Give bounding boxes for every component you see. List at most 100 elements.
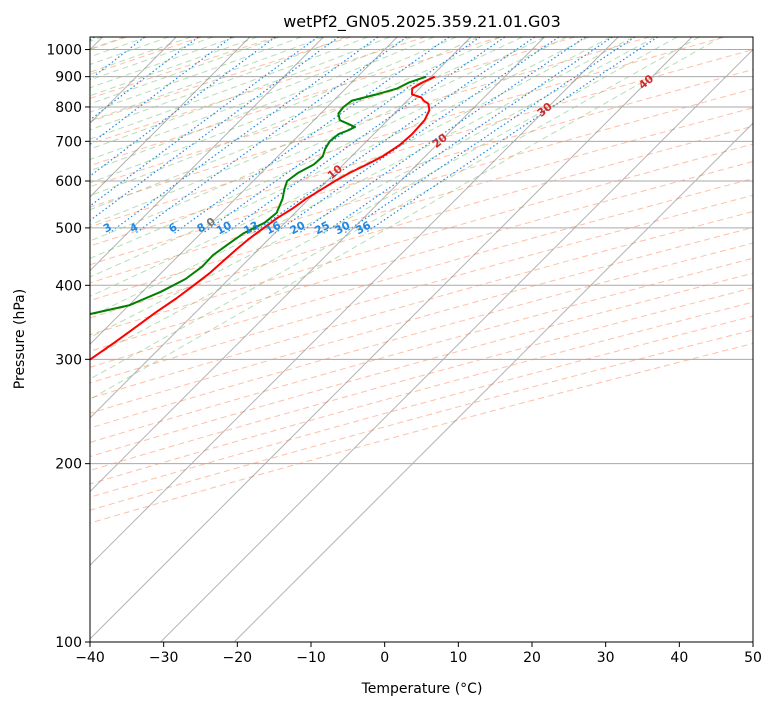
dry-adiabat-line bbox=[90, 272, 753, 458]
moist-adiabat-line bbox=[90, 37, 368, 140]
y-tick-label: 800 bbox=[55, 100, 82, 116]
dry-adiabat-line bbox=[90, 68, 753, 266]
moist-adiabat-line bbox=[90, 37, 280, 105]
moist-adiabat-line bbox=[90, 37, 700, 380]
moist-adiabat-line bbox=[90, 37, 590, 278]
dry-adiabat-line bbox=[90, 37, 650, 208]
mixing-ratio-label: 1 bbox=[7, 220, 20, 235]
dry-adiabat-line bbox=[90, 329, 753, 511]
y-tick-label: 600 bbox=[55, 174, 82, 190]
isotherm-line bbox=[159, 48, 753, 642]
moist-adiabats bbox=[90, 37, 722, 400]
y-axis-label: Pressure (hPa) bbox=[12, 289, 28, 389]
x-tick-label: 50 bbox=[744, 650, 762, 666]
dry-adiabat-line bbox=[90, 37, 426, 145]
dewpoint-line bbox=[90, 75, 427, 316]
dry-adiabat-line bbox=[90, 37, 501, 167]
dry-adiabat-line bbox=[90, 37, 277, 99]
moist-adiabat-line bbox=[90, 37, 103, 42]
dry-adiabat-line bbox=[90, 226, 753, 414]
mixing-ratio-label: 36 bbox=[353, 219, 373, 238]
moist-adiabat-line bbox=[90, 37, 678, 359]
isotherm-line bbox=[90, 37, 693, 640]
moist-adiabat-line bbox=[90, 37, 457, 184]
dry-adiabat-line bbox=[90, 37, 351, 123]
moist-adiabat-line bbox=[90, 37, 413, 161]
x-tick-label: −40 bbox=[75, 650, 105, 666]
y-tick-label: 400 bbox=[55, 278, 82, 294]
x-tick-label: −20 bbox=[223, 650, 253, 666]
moist-adiabat-line bbox=[90, 37, 214, 81]
dry-adiabat-line bbox=[90, 37, 725, 228]
mixing-ratio-line bbox=[90, 37, 319, 207]
dry-adiabat-line bbox=[90, 287, 753, 471]
moist-adiabat-line bbox=[90, 37, 545, 242]
x-tick-label: 40 bbox=[670, 650, 688, 666]
isotherm-line bbox=[90, 37, 619, 566]
mixing-ratio-lines bbox=[90, 37, 659, 234]
isotherm-line bbox=[90, 37, 545, 493]
dry-adiabats bbox=[90, 37, 753, 524]
mixing-ratio-label: 16 bbox=[263, 218, 283, 237]
moist-adiabat-line bbox=[90, 37, 656, 338]
y-tick-label: 100 bbox=[55, 635, 82, 651]
sounding-series bbox=[90, 75, 436, 361]
plot-frame bbox=[89, 36, 754, 643]
dry-adiabat-line bbox=[90, 178, 753, 368]
moist-adiabat-line bbox=[90, 37, 192, 73]
dry-adiabat-line bbox=[90, 194, 753, 384]
y-axis-ticks: 100 200 300 400 500 600 700 800 900 1000 bbox=[46, 43, 90, 651]
mixing-ratio-line bbox=[90, 37, 276, 177]
moist-adiabat-line bbox=[90, 37, 170, 65]
x-tick-label: −30 bbox=[149, 650, 179, 666]
moist-adiabat-line bbox=[90, 37, 302, 113]
mixing-ratio-label: 13 bbox=[241, 219, 261, 238]
x-tick-label: 20 bbox=[523, 650, 541, 666]
x-tick-label: 30 bbox=[597, 650, 615, 666]
mixing-ratio-line bbox=[90, 37, 232, 146]
chart-title: wetPf2_GN05.2025.359.21.01.G03 bbox=[283, 12, 561, 32]
mixing-ratio-line bbox=[298, 37, 586, 234]
isotherm-line bbox=[90, 37, 398, 345]
moist-adiabat-line bbox=[90, 37, 501, 211]
moist-adiabat-line bbox=[90, 37, 634, 318]
dry-adiabat-line bbox=[90, 301, 753, 485]
mixing-ratio-line bbox=[274, 37, 560, 234]
isobars bbox=[90, 49, 753, 642]
mixing-ratio-label: 20 bbox=[288, 219, 308, 238]
y-tick-label: 200 bbox=[55, 457, 82, 473]
x-tick-label: 10 bbox=[449, 650, 467, 666]
moist-adiabat-line bbox=[90, 37, 236, 89]
x-axis-ticks: −40 −30 −20 −10 0 10 20 30 40 50 bbox=[75, 642, 762, 666]
moist-adiabat-line bbox=[90, 37, 479, 197]
mixing-ratio-line bbox=[174, 37, 450, 234]
dry-adiabat-line bbox=[90, 161, 753, 352]
x-tick-label: −10 bbox=[296, 650, 326, 666]
dry-adiabat-line bbox=[90, 257, 753, 443]
mixing-ratio-line bbox=[108, 37, 379, 234]
moist-adiabat-line bbox=[90, 37, 722, 400]
moist-adiabat-line bbox=[90, 37, 391, 150]
y-tick-label: 900 bbox=[55, 70, 82, 86]
dry-adiabat-line bbox=[90, 242, 753, 429]
mixing-ratio-label: 25 bbox=[312, 219, 332, 238]
isotherm-line bbox=[90, 37, 251, 198]
dry-adiabat-line bbox=[90, 88, 753, 284]
moist-adiabat-line bbox=[90, 37, 346, 131]
temperature-line bbox=[90, 75, 436, 361]
x-axis-label: Temperature (°C) bbox=[361, 681, 483, 697]
y-tick-label: 300 bbox=[55, 352, 82, 368]
dry-adiabat-line bbox=[90, 211, 753, 399]
line-labels: 0.10.20.40.611.62346810131620253036-100-… bbox=[7, 72, 656, 238]
mixing-ratio-label: 10 bbox=[214, 219, 234, 238]
dry-adiabat-line bbox=[90, 37, 202, 75]
isotherm-line bbox=[233, 122, 753, 642]
mixing-ratio-label: 30 bbox=[333, 219, 353, 238]
isotherms bbox=[90, 37, 753, 642]
isotherm-line bbox=[90, 37, 472, 419]
mixing-ratio-line bbox=[364, 37, 659, 234]
y-tick-label: 700 bbox=[55, 134, 82, 150]
isotherm-line bbox=[90, 37, 324, 272]
mixing-ratio-line bbox=[323, 37, 613, 234]
